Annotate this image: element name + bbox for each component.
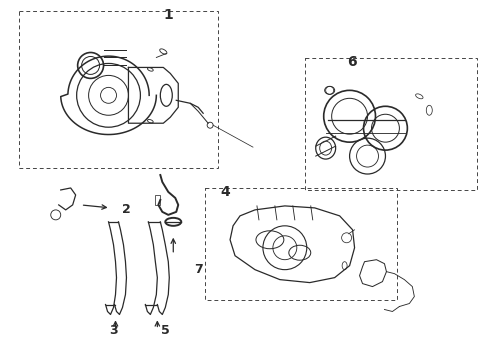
Bar — [305, 58, 477, 190]
Text: 5: 5 — [161, 324, 170, 337]
Bar — [205, 188, 397, 300]
Bar — [19, 11, 218, 168]
Text: 1: 1 — [164, 8, 173, 22]
Text: 3: 3 — [109, 324, 118, 337]
Text: 2: 2 — [122, 203, 131, 216]
Bar — [155, 195, 160, 205]
Text: 4: 4 — [220, 185, 230, 199]
Text: 7: 7 — [194, 263, 202, 276]
Text: 6: 6 — [347, 55, 356, 69]
